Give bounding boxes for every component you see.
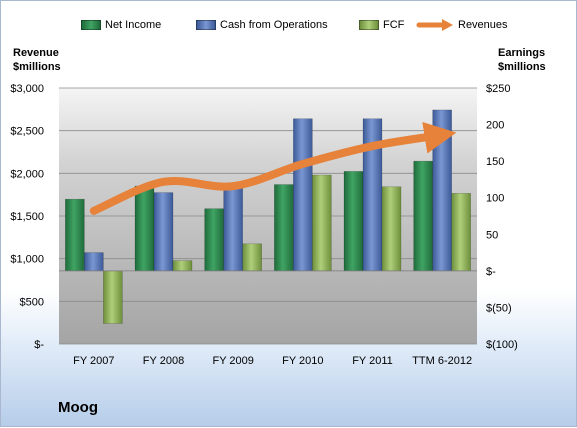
fcf-bar xyxy=(381,186,402,272)
left-tick-label: $1,500 xyxy=(10,211,44,223)
cfo-bar xyxy=(223,183,243,272)
company-name: Moog xyxy=(58,399,98,416)
right-tick-label: $- xyxy=(486,266,496,278)
net-income-bar xyxy=(134,185,155,272)
fcf-bar xyxy=(242,243,262,272)
category-label: FY 2008 xyxy=(143,355,184,367)
category-label: TTM 6-2012 xyxy=(412,355,472,367)
left-axis-title: Revenue $millions xyxy=(13,46,61,74)
category-label: FY 2011 xyxy=(352,355,393,367)
legend-label-net-income: Net Income xyxy=(105,19,162,31)
category-label: FY 2007 xyxy=(73,355,114,367)
left-tick-label: $2,500 xyxy=(10,126,44,138)
left-tick-label: $3,000 xyxy=(10,83,44,95)
left-tick-label: $500 xyxy=(20,296,44,308)
right-tick-label: 200 xyxy=(486,120,504,132)
net-income-bar xyxy=(65,198,85,272)
right-axis-title-line2: $millions xyxy=(498,61,546,73)
right-axis-ticks: $(100) $(50) $- 50 100 150 200 $250 xyxy=(486,83,518,351)
revenue-line xyxy=(89,121,457,215)
bars xyxy=(59,109,477,324)
legend-label-revenues: Revenues xyxy=(458,19,508,31)
fcf-bar xyxy=(451,193,471,272)
net-income-swatch xyxy=(81,20,101,30)
net-income-bar xyxy=(343,171,364,272)
legend-label-fcf: FCF xyxy=(383,19,405,31)
revenue-series-line xyxy=(89,121,457,215)
legend-label-cfo: Cash from Operations xyxy=(220,19,328,31)
revenues-swatch xyxy=(416,19,453,31)
right-axis-title: Earnings $millions xyxy=(498,46,546,74)
right-tick-label: 150 xyxy=(486,156,504,168)
cfo-bar xyxy=(153,192,174,272)
cfo-swatch xyxy=(196,20,216,30)
right-tick-label: 100 xyxy=(486,193,504,205)
cfo-bar xyxy=(84,252,104,272)
fcf-bar xyxy=(312,174,332,272)
category-label: FY 2010 xyxy=(282,355,323,367)
net-income-bar xyxy=(274,184,294,272)
category-labels: FY 2007 FY 2008 FY 2009 FY 2010 FY 2011 TTM 6… xyxy=(73,355,472,367)
gridlines xyxy=(59,87,477,345)
left-tick-label: $1,000 xyxy=(10,254,44,266)
cfo-bar xyxy=(293,118,313,272)
right-tick-label: $(50) xyxy=(486,302,512,314)
fcf-bar xyxy=(103,270,123,324)
right-axis-title-line1: Earnings xyxy=(498,47,546,59)
net-income-bar xyxy=(204,208,224,272)
fcf-swatch xyxy=(359,20,379,30)
category-label: FY 2009 xyxy=(212,355,253,367)
left-tick-label: $- xyxy=(34,339,44,351)
right-tick-label: $250 xyxy=(486,83,510,95)
left-axis-title-line2: $millions xyxy=(13,61,61,73)
right-tick-label: $(100) xyxy=(486,339,518,351)
legend: Net Income Cash from Operations FCF Reve… xyxy=(1,17,577,33)
right-tick-label: 50 xyxy=(486,229,498,241)
fcf-bar xyxy=(172,260,193,272)
left-axis-title-line1: Revenue xyxy=(13,47,59,59)
left-axis-ticks: $- $500 $1,000 $1,500 $2,000 $2,500 $3,000 xyxy=(10,83,44,351)
net-income-bar xyxy=(413,160,433,272)
left-tick-label: $2,000 xyxy=(10,168,44,180)
